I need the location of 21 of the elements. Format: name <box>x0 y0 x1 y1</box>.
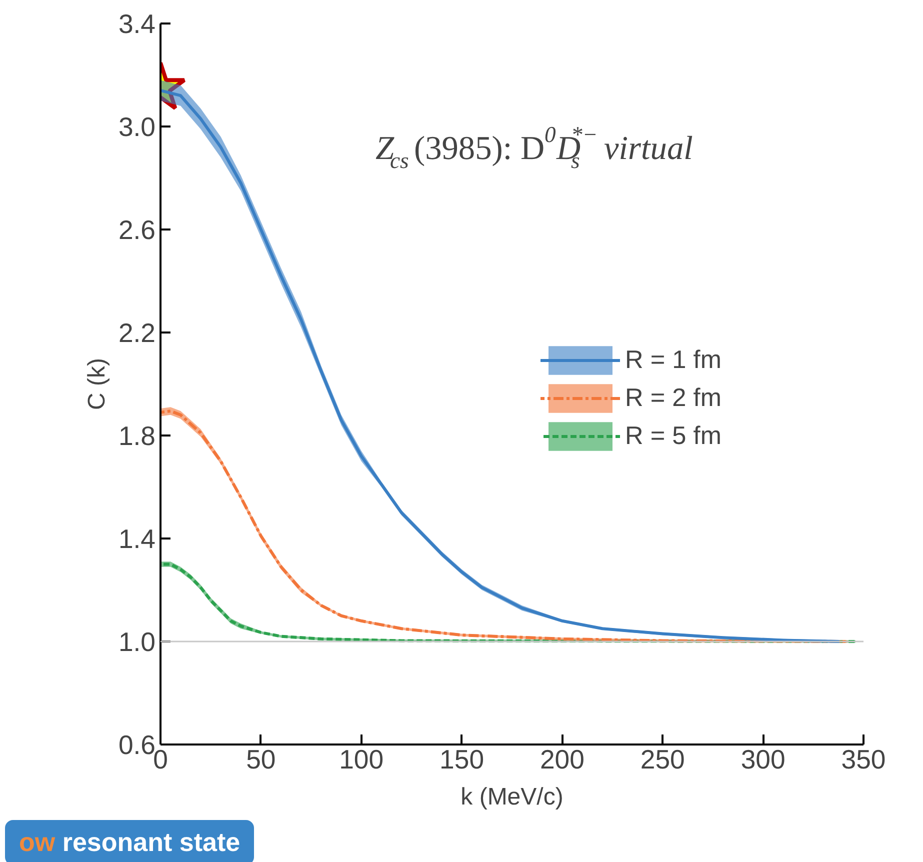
y-tick-label: 3.4 <box>118 9 156 39</box>
x-tick-label: 350 <box>841 744 886 774</box>
text: ow resonant state <box>19 827 240 857</box>
x-tick-label: 100 <box>339 744 384 774</box>
y-tick-label: 1.8 <box>118 421 156 451</box>
y-tick-label: 1.0 <box>118 627 156 657</box>
x-tick-label: 0 <box>153 744 168 774</box>
x-axis-title: k (MeV/c) <box>460 784 564 810</box>
y-tick-label: 2.6 <box>118 215 156 245</box>
y-axis-title: C (k) <box>83 358 110 410</box>
y-tick-label: 3.0 <box>118 112 156 142</box>
legend-label: R = 1 fm <box>625 346 722 374</box>
x-tick-label: 150 <box>440 744 484 774</box>
y-tick-label: 1.4 <box>118 524 156 554</box>
legend-label: R = 2 fm <box>625 384 722 412</box>
x-tick-label: 200 <box>540 744 584 774</box>
legend-label: R = 5 fm <box>625 422 722 450</box>
x-tick-label: 300 <box>740 744 786 774</box>
x-tick-label: 50 <box>246 744 276 774</box>
x-tick-label: 250 <box>640 744 685 774</box>
y-tick-label: 2.2 <box>118 318 156 348</box>
